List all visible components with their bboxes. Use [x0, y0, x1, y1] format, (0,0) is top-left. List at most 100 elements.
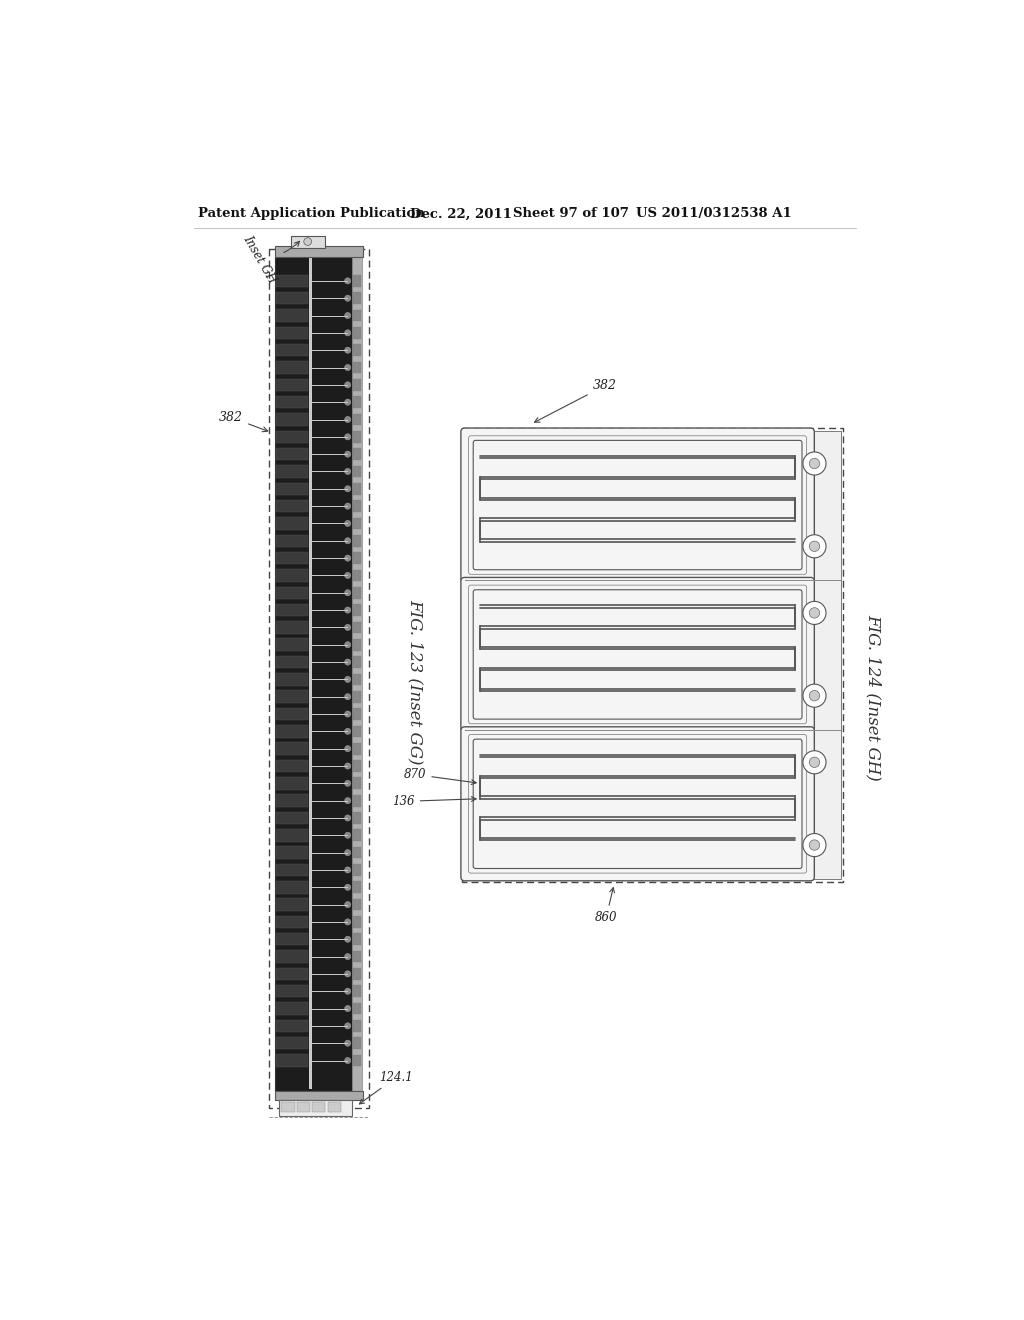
Bar: [276, 846, 308, 859]
Circle shape: [345, 729, 351, 734]
Bar: [276, 916, 308, 928]
Bar: [276, 725, 308, 738]
Circle shape: [345, 814, 351, 821]
Bar: [276, 1055, 308, 1067]
Text: Patent Application Publication: Patent Application Publication: [199, 207, 425, 220]
Bar: [280, 1100, 352, 1115]
Bar: [312, 1102, 326, 1113]
Bar: [276, 379, 308, 391]
Circle shape: [345, 330, 351, 337]
Bar: [353, 552, 360, 564]
Bar: [297, 1102, 310, 1113]
Bar: [353, 570, 360, 581]
Bar: [353, 968, 360, 979]
Circle shape: [345, 520, 351, 527]
Circle shape: [809, 840, 819, 850]
Bar: [276, 326, 308, 339]
Bar: [276, 880, 308, 894]
Bar: [353, 449, 360, 459]
Bar: [276, 777, 308, 789]
Circle shape: [345, 902, 351, 908]
Bar: [353, 605, 360, 616]
Bar: [276, 586, 308, 599]
Bar: [276, 1019, 308, 1032]
Circle shape: [345, 347, 351, 354]
Circle shape: [345, 659, 351, 665]
Bar: [276, 639, 308, 651]
Circle shape: [809, 758, 819, 767]
Bar: [276, 795, 308, 807]
Circle shape: [345, 780, 351, 787]
Text: Sheet 97 of 107: Sheet 97 of 107: [513, 207, 629, 220]
Bar: [353, 1055, 360, 1067]
Circle shape: [345, 642, 351, 648]
Bar: [353, 310, 360, 321]
Bar: [276, 742, 308, 755]
Circle shape: [304, 238, 311, 246]
Bar: [276, 517, 308, 529]
Bar: [276, 413, 308, 426]
Bar: [353, 275, 360, 286]
Circle shape: [345, 364, 351, 371]
Text: 382: 382: [219, 411, 267, 432]
Bar: [353, 1003, 360, 1014]
Bar: [276, 1002, 308, 1015]
Circle shape: [345, 989, 351, 994]
Bar: [276, 535, 308, 546]
Bar: [276, 656, 308, 668]
Circle shape: [345, 711, 351, 717]
Bar: [353, 396, 360, 408]
Circle shape: [809, 458, 819, 469]
Bar: [353, 985, 360, 997]
Circle shape: [345, 832, 351, 838]
Bar: [276, 933, 308, 945]
Bar: [276, 552, 308, 565]
Circle shape: [809, 541, 819, 552]
Bar: [328, 1102, 341, 1113]
Bar: [276, 569, 308, 582]
Bar: [353, 413, 360, 425]
Bar: [353, 500, 360, 512]
Circle shape: [345, 867, 351, 873]
Circle shape: [345, 763, 351, 770]
Circle shape: [803, 684, 826, 708]
Circle shape: [803, 751, 826, 774]
Circle shape: [345, 277, 351, 284]
Bar: [275, 246, 364, 257]
Bar: [276, 500, 308, 512]
Bar: [276, 622, 308, 634]
Bar: [353, 829, 360, 841]
Bar: [353, 847, 360, 858]
Circle shape: [345, 1006, 351, 1011]
Bar: [275, 1090, 364, 1100]
Bar: [353, 345, 360, 356]
Circle shape: [345, 554, 351, 561]
Bar: [353, 673, 360, 685]
Circle shape: [345, 953, 351, 960]
Circle shape: [803, 451, 826, 475]
Bar: [276, 430, 308, 444]
Circle shape: [809, 607, 819, 618]
Bar: [353, 362, 360, 374]
Circle shape: [345, 746, 351, 752]
FancyBboxPatch shape: [461, 727, 814, 880]
Text: FIG. 123 (Inset GG): FIG. 123 (Inset GG): [407, 599, 424, 764]
Bar: [276, 362, 308, 374]
Circle shape: [345, 469, 351, 475]
Circle shape: [345, 884, 351, 891]
Bar: [276, 447, 308, 461]
Bar: [353, 743, 360, 755]
Bar: [353, 622, 360, 634]
Circle shape: [345, 434, 351, 440]
Bar: [353, 690, 360, 702]
Bar: [276, 673, 308, 685]
Circle shape: [345, 919, 351, 925]
Bar: [352, 256, 361, 1090]
Bar: [353, 639, 360, 651]
Circle shape: [809, 690, 819, 701]
Circle shape: [345, 416, 351, 422]
FancyBboxPatch shape: [461, 577, 814, 731]
Bar: [276, 483, 308, 495]
Circle shape: [345, 451, 351, 457]
Circle shape: [345, 537, 351, 544]
